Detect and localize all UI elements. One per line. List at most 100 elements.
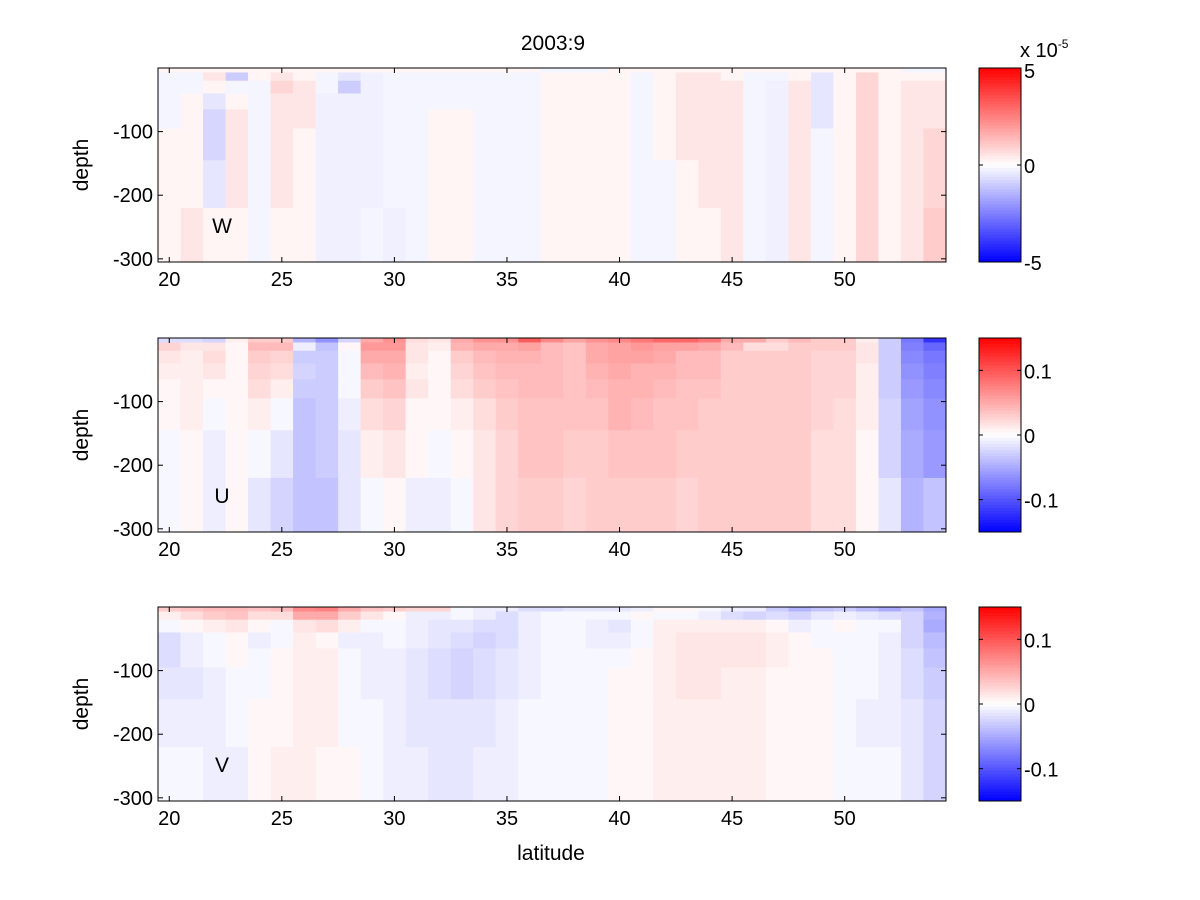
heatmap-cell <box>248 430 272 479</box>
heatmap-cell <box>810 80 834 94</box>
heatmap-cell <box>180 632 204 649</box>
colorbar-swatch <box>979 761 1021 766</box>
heatmap-cell <box>360 342 384 352</box>
heatmap-cell <box>518 611 542 621</box>
colorbar-swatch <box>979 622 1021 626</box>
colorbar-swatch <box>979 483 1021 488</box>
colorbar-swatch <box>979 234 1021 239</box>
colorbar-swatch <box>979 779 1021 784</box>
heatmap-cell <box>833 379 857 399</box>
heatmap-cell <box>338 477 362 533</box>
colorbar-swatch <box>979 104 1021 108</box>
heatmap-cell <box>383 619 407 633</box>
colorbar-swatch <box>979 441 1021 445</box>
y-axis-label: depth <box>70 139 93 192</box>
heatmap-cell <box>540 398 564 431</box>
heatmap-cell <box>405 68 429 73</box>
heatmap-cell <box>248 68 272 73</box>
heatmap-cell <box>810 109 834 129</box>
colorbar-swatch <box>979 480 1021 484</box>
heatmap-cell <box>225 350 249 364</box>
heatmap-cell <box>630 430 654 479</box>
heatmap-cell <box>563 632 587 649</box>
colorbar-swatch <box>979 637 1021 641</box>
heatmap-cell <box>765 379 789 399</box>
heatmap-cell <box>585 342 609 352</box>
colorbar-swatch <box>979 722 1021 726</box>
heatmap-cell <box>698 350 722 364</box>
colorbar-swatch <box>979 152 1021 157</box>
heatmap-cell <box>855 338 879 343</box>
heatmap-cell <box>338 398 362 431</box>
heatmap-cell <box>473 430 497 479</box>
x-tick-label: 20 <box>158 269 180 291</box>
heatmap-cell <box>383 80 407 94</box>
heatmap-cell <box>788 128 812 161</box>
colorbar-swatch <box>979 667 1021 672</box>
heatmap-cell <box>225 160 249 209</box>
heatmap-cell <box>473 607 497 612</box>
heatmap-cell <box>338 363 362 380</box>
heatmap-cell <box>923 477 947 533</box>
heatmap-cell <box>405 160 429 209</box>
heatmap-cell <box>630 667 654 700</box>
heatmap-cell <box>608 477 632 533</box>
heatmap-cell <box>248 699 272 748</box>
heatmap-cell <box>878 68 902 73</box>
heatmap-cell <box>203 398 227 431</box>
x-axis-label: latitude <box>517 842 585 865</box>
heatmap-cell <box>450 72 474 82</box>
heatmap-cell <box>698 430 722 479</box>
heatmap-cell <box>630 207 654 263</box>
heatmap-cell <box>203 632 227 649</box>
heatmap-cell <box>855 80 879 94</box>
heatmap-cell <box>675 350 699 364</box>
heatmap-cell <box>450 68 474 73</box>
heatmap-cell <box>833 632 857 649</box>
heatmap-cell <box>833 72 857 82</box>
colorbar-swatch <box>979 413 1021 418</box>
heatmap-cell <box>630 160 654 209</box>
colorbar-swatch <box>979 395 1021 400</box>
heatmap-cell <box>855 398 879 431</box>
heatmap-cell <box>810 619 834 633</box>
colorbar-swatch <box>979 92 1021 96</box>
colorbar-swatch <box>979 444 1021 448</box>
x-tick-label: 40 <box>608 269 630 291</box>
heatmap-cell <box>360 72 384 82</box>
colorbar-swatch <box>979 249 1021 254</box>
heatmap-cell <box>923 338 947 343</box>
heatmap-cell <box>743 68 767 73</box>
heatmap-cell <box>360 746 384 802</box>
heatmap-cell <box>518 207 542 263</box>
heatmap-cell <box>180 72 204 82</box>
heatmap-cell <box>585 667 609 700</box>
chart-title: 2003:9 <box>521 32 585 55</box>
colorbar-swatch <box>979 398 1021 403</box>
heatmap-cell <box>675 607 699 612</box>
heatmap-cell <box>315 80 339 94</box>
heatmap-cell <box>720 207 744 263</box>
heatmap-cell <box>518 619 542 633</box>
heatmap-cell <box>473 68 497 73</box>
heatmap-cell <box>383 109 407 129</box>
heatmap-cell <box>585 430 609 479</box>
heatmap-cell <box>360 607 384 612</box>
heatmap-cell <box>518 632 542 649</box>
heatmap-cell <box>338 632 362 649</box>
heatmap-cell <box>338 68 362 73</box>
heatmap-cell <box>855 128 879 161</box>
y-tick-label: -100 <box>113 661 153 683</box>
colorbar-swatch <box>979 471 1021 475</box>
heatmap-cell <box>563 72 587 82</box>
heatmap-cell <box>810 363 834 380</box>
heatmap-cell <box>360 363 384 380</box>
heatmap-cell <box>225 109 249 129</box>
heatmap-cell <box>405 128 429 161</box>
heatmap-cell <box>518 68 542 73</box>
heatmap-cell <box>765 430 789 479</box>
colorbar-swatch <box>979 685 1021 690</box>
heatmap-cell <box>450 80 474 94</box>
colorbar-swatch <box>979 525 1021 530</box>
heatmap-cell <box>855 93 879 110</box>
